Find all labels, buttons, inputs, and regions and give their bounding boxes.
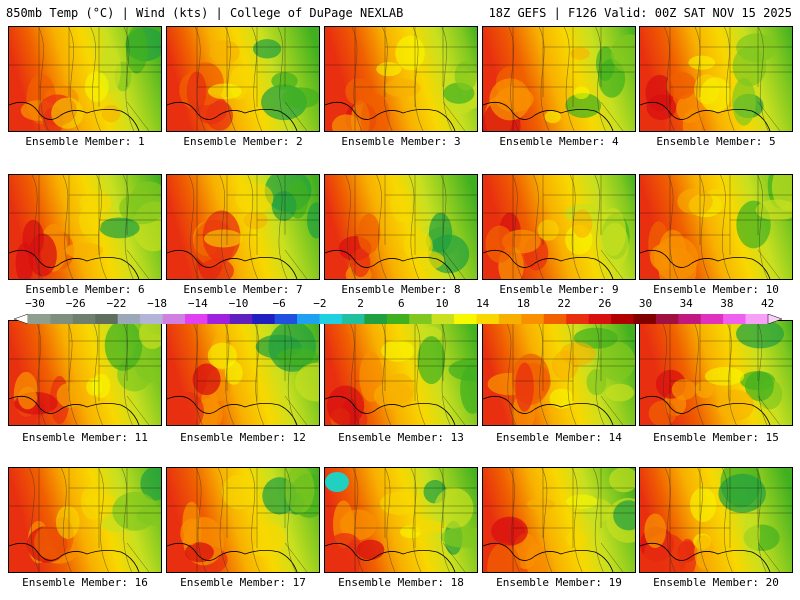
colorbar-swatch bbox=[386, 314, 410, 324]
colorbar-tick-label: 10 bbox=[435, 297, 449, 310]
colorbar-swatch bbox=[566, 314, 589, 324]
ensemble-map-panel bbox=[8, 467, 162, 573]
ensemble-member-caption: Ensemble Member: 13 bbox=[338, 431, 464, 444]
colorbar-tick-label: 6 bbox=[397, 297, 405, 310]
colorbar-swatch bbox=[454, 314, 477, 324]
ensemble-map-panel bbox=[482, 174, 636, 280]
ensemble-map-panel bbox=[8, 26, 162, 132]
colorbar-tick-label: 2 bbox=[357, 297, 364, 310]
colorbar-left-arrow bbox=[13, 313, 29, 325]
header-valid-time: 18Z GEFS | F126 Valid: 00Z SAT NOV 15 20… bbox=[488, 6, 792, 20]
ensemble-member-caption: Ensemble Member: 9 bbox=[499, 283, 619, 296]
ensemble-map-panel bbox=[324, 320, 478, 426]
colorbar-swatch bbox=[409, 314, 432, 324]
colorbar-swatch bbox=[745, 314, 769, 324]
ensemble-map-panel bbox=[166, 467, 320, 573]
colorbar-tick-label: 34 bbox=[679, 297, 693, 310]
colorbar-tick-label: −2 bbox=[313, 297, 327, 310]
ensemble-member-caption: Ensemble Member: 12 bbox=[180, 431, 306, 444]
colorbar-swatch bbox=[162, 314, 186, 324]
colorbar-swatch bbox=[72, 314, 96, 324]
colorbar-swatch bbox=[431, 314, 455, 324]
colorbar-swatch bbox=[341, 314, 365, 324]
colorbar-swatch bbox=[588, 314, 612, 324]
ensemble-map-panel bbox=[639, 467, 793, 573]
ensemble-member-caption: Ensemble Member: 10 bbox=[653, 283, 779, 296]
colorbar-tick-label: −14 bbox=[187, 297, 208, 310]
colorbar-swatch bbox=[207, 314, 231, 324]
ensemble-map-panel bbox=[639, 320, 793, 426]
colorbar-tick-label: 14 bbox=[476, 297, 490, 310]
colorbar-swatch bbox=[364, 314, 388, 324]
ensemble-member-caption: Ensemble Member: 1 bbox=[25, 135, 145, 148]
ensemble-member-caption: Ensemble Member: 7 bbox=[183, 283, 303, 296]
ensemble-map-panel bbox=[482, 26, 636, 132]
ensemble-member-caption: Ensemble Member: 20 bbox=[653, 576, 779, 589]
colorbar-tick-label: −6 bbox=[272, 297, 286, 310]
colorbar-swatch bbox=[117, 314, 141, 324]
temperature-colorbar bbox=[13, 309, 783, 325]
ensemble-map-panel bbox=[639, 26, 793, 132]
ensemble-member-caption: Ensemble Member: 19 bbox=[496, 576, 622, 589]
colorbar-tick-label: 30 bbox=[638, 297, 653, 310]
colorbar-swatch bbox=[543, 314, 567, 324]
ensemble-map-panel bbox=[166, 26, 320, 132]
colorbar-swatch bbox=[498, 314, 522, 324]
colorbar-swatch bbox=[184, 314, 208, 324]
colorbar-swatch bbox=[723, 314, 746, 324]
colorbar-swatch bbox=[252, 314, 275, 324]
ensemble-member-caption: Ensemble Member: 17 bbox=[180, 576, 306, 589]
ensemble-map-panel bbox=[324, 467, 478, 573]
colorbar-swatch bbox=[95, 314, 118, 324]
colorbar-tick-label: −26 bbox=[65, 297, 86, 310]
colorbar-swatch bbox=[611, 314, 634, 324]
colorbar-swatch bbox=[678, 314, 702, 324]
ensemble-member-caption: Ensemble Member: 16 bbox=[22, 576, 148, 589]
colorbar-swatch bbox=[476, 314, 500, 324]
ensemble-map-panel bbox=[166, 320, 320, 426]
colorbar-tick-label: 22 bbox=[557, 297, 571, 310]
ensemble-map-panel bbox=[166, 174, 320, 280]
colorbar-tick-label: −10 bbox=[228, 297, 249, 310]
colorbar-swatch bbox=[655, 314, 679, 324]
ensemble-member-caption: Ensemble Member: 5 bbox=[656, 135, 776, 148]
ensemble-member-caption: Ensemble Member: 15 bbox=[653, 431, 779, 444]
colorbar-swatch bbox=[700, 314, 724, 324]
colorbar-swatch bbox=[521, 314, 545, 324]
ensemble-map-panel bbox=[482, 320, 636, 426]
ensemble-member-caption: Ensemble Member: 14 bbox=[496, 431, 622, 444]
ensemble-member-caption: Ensemble Member: 6 bbox=[25, 283, 145, 296]
colorbar-swatch bbox=[140, 314, 163, 324]
colorbar-tick-label: 42 bbox=[760, 297, 775, 310]
colorbar-tick-label: 38 bbox=[720, 297, 734, 310]
header-title: 850mb Temp (°C) | Wind (kts) | College o… bbox=[6, 6, 404, 20]
ensemble-member-caption: Ensemble Member: 4 bbox=[499, 135, 619, 148]
ensemble-map-panel bbox=[324, 26, 478, 132]
colorbar-tick-label: −22 bbox=[106, 297, 127, 310]
ensemble-member-caption: Ensemble Member: 11 bbox=[22, 431, 148, 444]
colorbar-tick-label: −18 bbox=[147, 297, 168, 310]
colorbar-swatch bbox=[229, 314, 253, 324]
colorbar-swatch bbox=[50, 314, 74, 324]
colorbar-tick-label: 26 bbox=[598, 297, 612, 310]
ensemble-map-panel bbox=[639, 174, 793, 280]
colorbar-swatch bbox=[28, 314, 51, 324]
colorbar-right-arrow bbox=[767, 313, 783, 325]
ensemble-map-panel bbox=[482, 467, 636, 573]
colorbar-swatch bbox=[319, 314, 343, 324]
colorbar-swatch bbox=[274, 314, 298, 324]
ensemble-map-panel bbox=[8, 174, 162, 280]
ensemble-member-caption: Ensemble Member: 3 bbox=[341, 135, 461, 148]
ensemble-member-caption: Ensemble Member: 2 bbox=[183, 135, 303, 148]
ensemble-map-panel bbox=[324, 174, 478, 280]
colorbar-swatch bbox=[297, 314, 320, 324]
colorbar-tick-label: 18 bbox=[516, 297, 531, 310]
colorbar-tick-label: −30 bbox=[25, 297, 45, 310]
colorbar-swatch bbox=[633, 314, 657, 324]
ensemble-member-caption: Ensemble Member: 18 bbox=[338, 576, 464, 589]
ensemble-member-caption: Ensemble Member: 8 bbox=[341, 283, 461, 296]
ensemble-map-panel bbox=[8, 320, 162, 426]
